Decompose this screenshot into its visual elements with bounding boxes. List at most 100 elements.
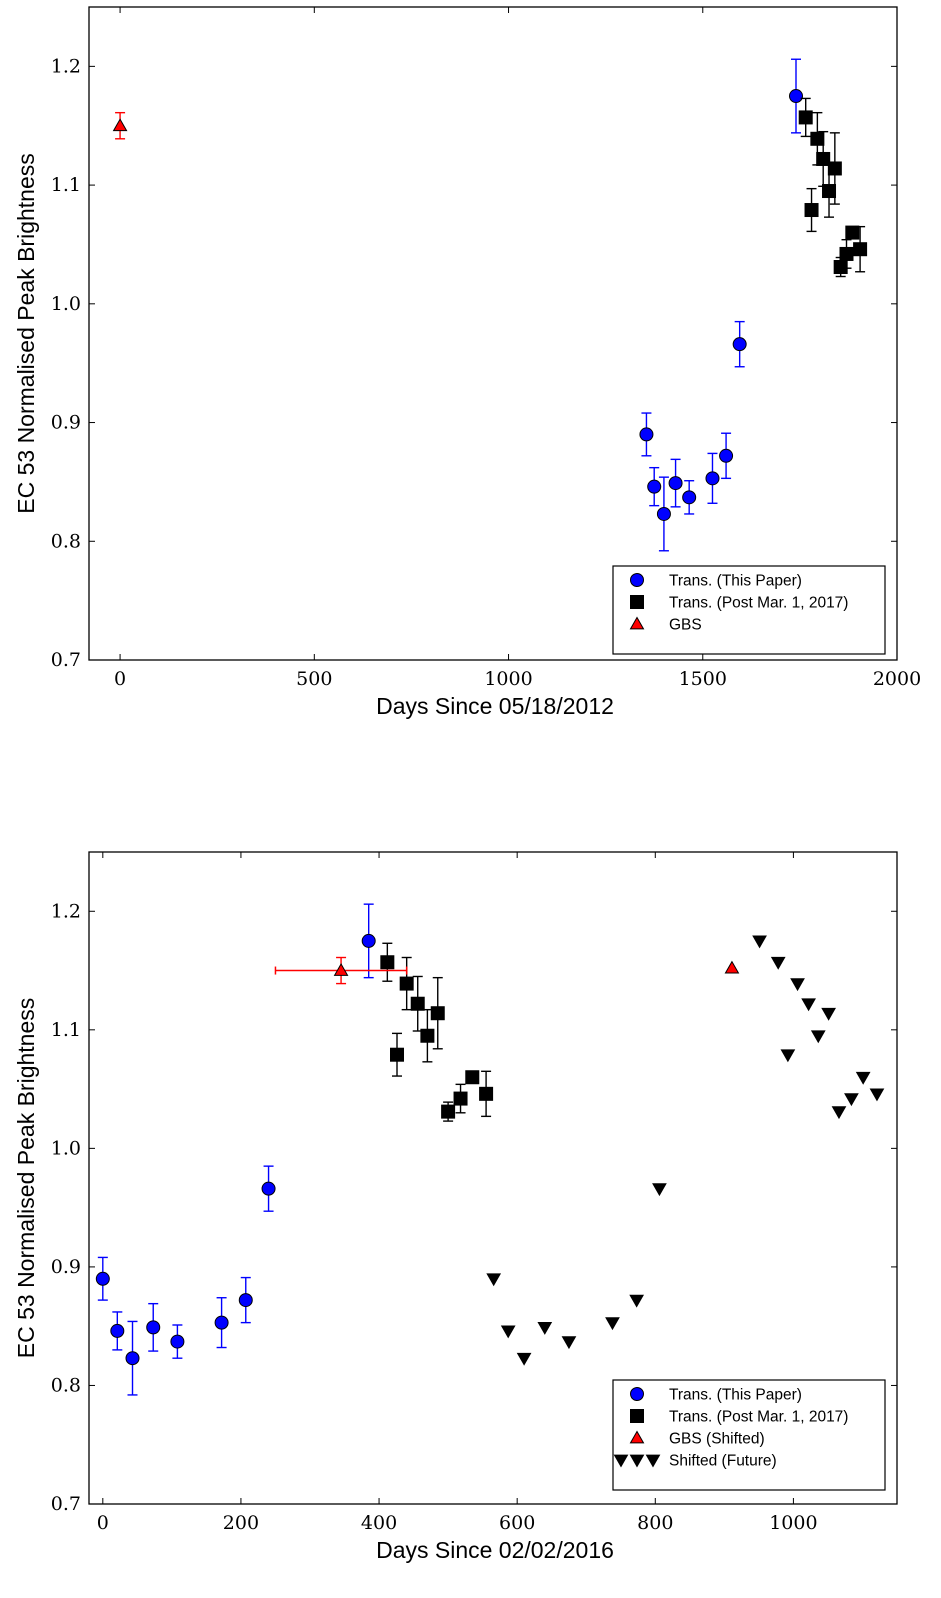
legend: Trans. (This Paper) Trans. (Post Mar. 1, … <box>612 1379 886 1491</box>
legend-marker <box>613 1454 629 1468</box>
data-point <box>855 1071 871 1085</box>
x-tick-label: 400 <box>361 1512 397 1534</box>
data-point <box>833 260 848 275</box>
data-point <box>125 1351 140 1366</box>
data-point <box>770 956 786 970</box>
legend-label: Trans. (Post Mar. 1, 2017) <box>669 1409 848 1426</box>
data-point <box>724 960 740 974</box>
data-point <box>789 89 803 104</box>
series-extra-4 <box>724 960 740 974</box>
data-point <box>380 955 395 970</box>
data-point <box>798 110 813 125</box>
data-point <box>647 479 662 494</box>
legend-label: Trans. (This Paper) <box>669 573 802 590</box>
data-point <box>261 1181 276 1196</box>
data-point <box>479 1086 494 1101</box>
data-point <box>629 1294 645 1308</box>
y-axis-label: EC 53 Normalised Peak Brightness <box>13 998 39 1359</box>
data-point <box>839 246 854 261</box>
data-point <box>605 1317 620 1331</box>
data-point <box>705 471 720 486</box>
legend-label: Trans. (This Paper) <box>669 1387 802 1404</box>
data-point <box>831 1106 847 1120</box>
data-point <box>430 1006 445 1021</box>
data-point <box>561 1336 577 1350</box>
legend: Trans. (This Paper) Trans. (Post Mar. 1, … <box>612 565 886 655</box>
legend-marker <box>645 1454 661 1468</box>
data-point <box>453 1091 468 1106</box>
data-point <box>780 1049 796 1063</box>
data-point <box>869 1088 885 1102</box>
data-point <box>853 242 868 257</box>
data-point <box>441 1104 456 1119</box>
data-point <box>410 996 425 1011</box>
x-axis-label: Days Since 05/18/2012 <box>376 693 614 719</box>
series-trans-post-mar-1-2017 <box>380 942 494 1122</box>
legend-marker <box>630 1387 644 1401</box>
y-tick-label: 1.0 <box>51 1137 81 1159</box>
data-point <box>465 1070 480 1085</box>
data-point <box>361 933 376 948</box>
data-point <box>801 998 816 1012</box>
data-point <box>845 225 860 240</box>
x-tick-label: 1000 <box>769 1512 817 1534</box>
data-point <box>112 118 128 132</box>
series-gbs-shifted <box>274 956 408 985</box>
series-trans-this-paper <box>95 903 376 1396</box>
plot-frame <box>88 851 898 1505</box>
data-point <box>821 1007 836 1021</box>
legend-label: GBS <box>669 617 702 634</box>
data-point <box>804 203 819 218</box>
data-point <box>500 1325 516 1339</box>
series-trans-post-mar-1-2017 <box>798 97 868 278</box>
data-point <box>110 1323 125 1338</box>
x-tick-label: 1500 <box>679 668 727 690</box>
data-point <box>719 448 734 463</box>
data-point <box>516 1352 532 1366</box>
data-point <box>390 1047 405 1062</box>
x-tick-label: 0 <box>97 1512 109 1534</box>
data-point <box>146 1320 161 1335</box>
data-point <box>652 1183 667 1197</box>
y-tick-label: 1.2 <box>51 55 81 77</box>
data-point <box>333 963 349 976</box>
legend-label: Shifted (Future) <box>669 1453 777 1470</box>
data-point <box>639 427 654 442</box>
y-tick-label: 0.9 <box>51 1256 81 1278</box>
x-tick-label: 800 <box>637 1512 673 1534</box>
y-tick-label: 1.2 <box>51 900 81 922</box>
data-point <box>732 337 747 352</box>
series-shifted-future <box>486 935 885 1366</box>
data-point <box>668 476 683 491</box>
y-tick-label: 1.1 <box>51 174 81 196</box>
y-tick-label: 0.8 <box>51 530 81 552</box>
legend-marker <box>630 573 644 587</box>
legend-marker <box>629 1430 645 1444</box>
y-axis-label: EC 53 Normalised Peak Brightness <box>13 153 39 514</box>
legend-box <box>612 565 886 655</box>
x-tick-label: 0 <box>114 668 126 690</box>
data-point <box>238 1293 253 1308</box>
legend-marker <box>629 1454 645 1468</box>
data-point <box>170 1334 185 1349</box>
legend-marker <box>630 1409 644 1423</box>
x-tick-label: 2000 <box>873 668 921 690</box>
x-tick-label: 200 <box>223 1512 259 1534</box>
data-point <box>790 978 805 992</box>
data-point <box>486 1273 502 1287</box>
legend-label: Trans. (Post Mar. 1, 2017) <box>669 595 848 612</box>
y-tick-label: 1.1 <box>51 1019 81 1041</box>
data-point <box>682 490 697 505</box>
data-point <box>827 161 842 176</box>
legend-label: GBS (Shifted) <box>669 1431 765 1448</box>
x-tick-label: 600 <box>499 1512 535 1534</box>
data-point <box>95 1271 110 1286</box>
y-tick-label: 0.9 <box>51 412 81 434</box>
data-point <box>537 1321 553 1335</box>
plot-frame <box>88 6 898 661</box>
data-point <box>822 184 837 199</box>
x-tick-label: 1000 <box>484 668 532 690</box>
data-point <box>399 976 414 991</box>
chart-panel-1: 0 500 1000 1500 2000 0.7 0.8 0.9 1.0 1.1 1.2 Days S… <box>13 6 921 719</box>
